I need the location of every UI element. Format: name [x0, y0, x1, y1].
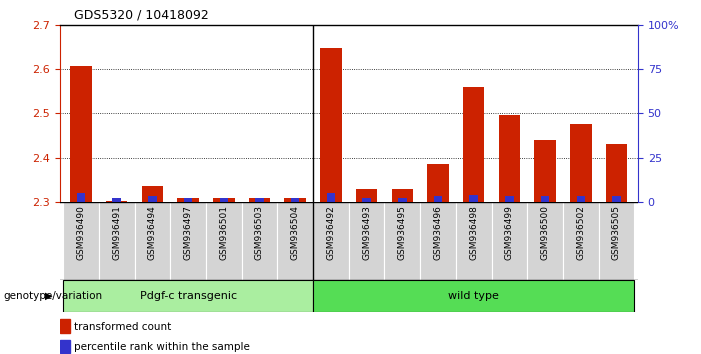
- Bar: [142, 186, 163, 202]
- Bar: [576, 196, 585, 202]
- Bar: [63, 280, 313, 312]
- Bar: [612, 196, 621, 202]
- Bar: [278, 202, 313, 280]
- Bar: [135, 202, 170, 280]
- Bar: [242, 202, 278, 280]
- Bar: [434, 196, 442, 202]
- Bar: [219, 198, 228, 202]
- Text: GSM936505: GSM936505: [612, 205, 621, 260]
- Bar: [428, 164, 449, 202]
- Text: GSM936491: GSM936491: [112, 205, 121, 260]
- Bar: [60, 340, 70, 353]
- Text: percentile rank within the sample: percentile rank within the sample: [74, 342, 250, 352]
- Text: GSM936504: GSM936504: [291, 205, 300, 260]
- Bar: [398, 198, 407, 202]
- Bar: [384, 202, 420, 280]
- Bar: [177, 198, 199, 202]
- Bar: [606, 144, 627, 202]
- Text: GSM936494: GSM936494: [148, 205, 157, 259]
- Text: ▶: ▶: [45, 291, 53, 301]
- Bar: [70, 66, 92, 202]
- Text: transformed count: transformed count: [74, 321, 171, 332]
- Bar: [313, 202, 348, 280]
- Bar: [470, 195, 478, 202]
- Text: GSM936490: GSM936490: [76, 205, 86, 260]
- Text: GSM936499: GSM936499: [505, 205, 514, 260]
- Bar: [420, 202, 456, 280]
- Bar: [76, 193, 86, 202]
- Bar: [392, 188, 413, 202]
- Bar: [285, 198, 306, 202]
- Bar: [570, 124, 592, 202]
- Bar: [148, 196, 157, 202]
- Text: wild type: wild type: [448, 291, 499, 301]
- Text: GSM936503: GSM936503: [255, 205, 264, 260]
- Bar: [463, 87, 484, 202]
- Text: GSM936498: GSM936498: [469, 205, 478, 260]
- Text: Pdgf-c transgenic: Pdgf-c transgenic: [139, 291, 237, 301]
- Bar: [599, 202, 634, 280]
- Bar: [291, 198, 299, 202]
- Text: GSM936493: GSM936493: [362, 205, 371, 260]
- Bar: [213, 198, 235, 202]
- Text: GSM936502: GSM936502: [576, 205, 585, 260]
- Bar: [327, 193, 335, 202]
- Bar: [170, 202, 206, 280]
- Bar: [313, 280, 634, 312]
- Bar: [349, 202, 384, 280]
- Text: GSM936497: GSM936497: [184, 205, 193, 260]
- Bar: [184, 198, 192, 202]
- Text: GSM936500: GSM936500: [540, 205, 550, 260]
- Text: GSM936501: GSM936501: [219, 205, 229, 260]
- Bar: [491, 202, 527, 280]
- Text: GSM936496: GSM936496: [433, 205, 442, 260]
- Bar: [255, 198, 264, 202]
- Text: GDS5320 / 10418092: GDS5320 / 10418092: [74, 8, 208, 21]
- Bar: [356, 188, 377, 202]
- Bar: [456, 202, 491, 280]
- Bar: [563, 202, 599, 280]
- Bar: [60, 319, 70, 333]
- Text: GSM936495: GSM936495: [397, 205, 407, 260]
- Bar: [498, 115, 520, 202]
- Bar: [540, 196, 550, 202]
- Bar: [534, 140, 556, 202]
- Text: GSM936492: GSM936492: [327, 205, 335, 259]
- Text: genotype/variation: genotype/variation: [4, 291, 102, 301]
- Bar: [527, 202, 563, 280]
- Bar: [249, 198, 270, 202]
- Bar: [106, 201, 128, 202]
- Bar: [505, 196, 514, 202]
- Bar: [362, 198, 371, 202]
- Bar: [99, 202, 135, 280]
- Bar: [320, 48, 341, 202]
- Bar: [112, 198, 121, 202]
- Bar: [63, 202, 99, 280]
- Bar: [206, 202, 242, 280]
